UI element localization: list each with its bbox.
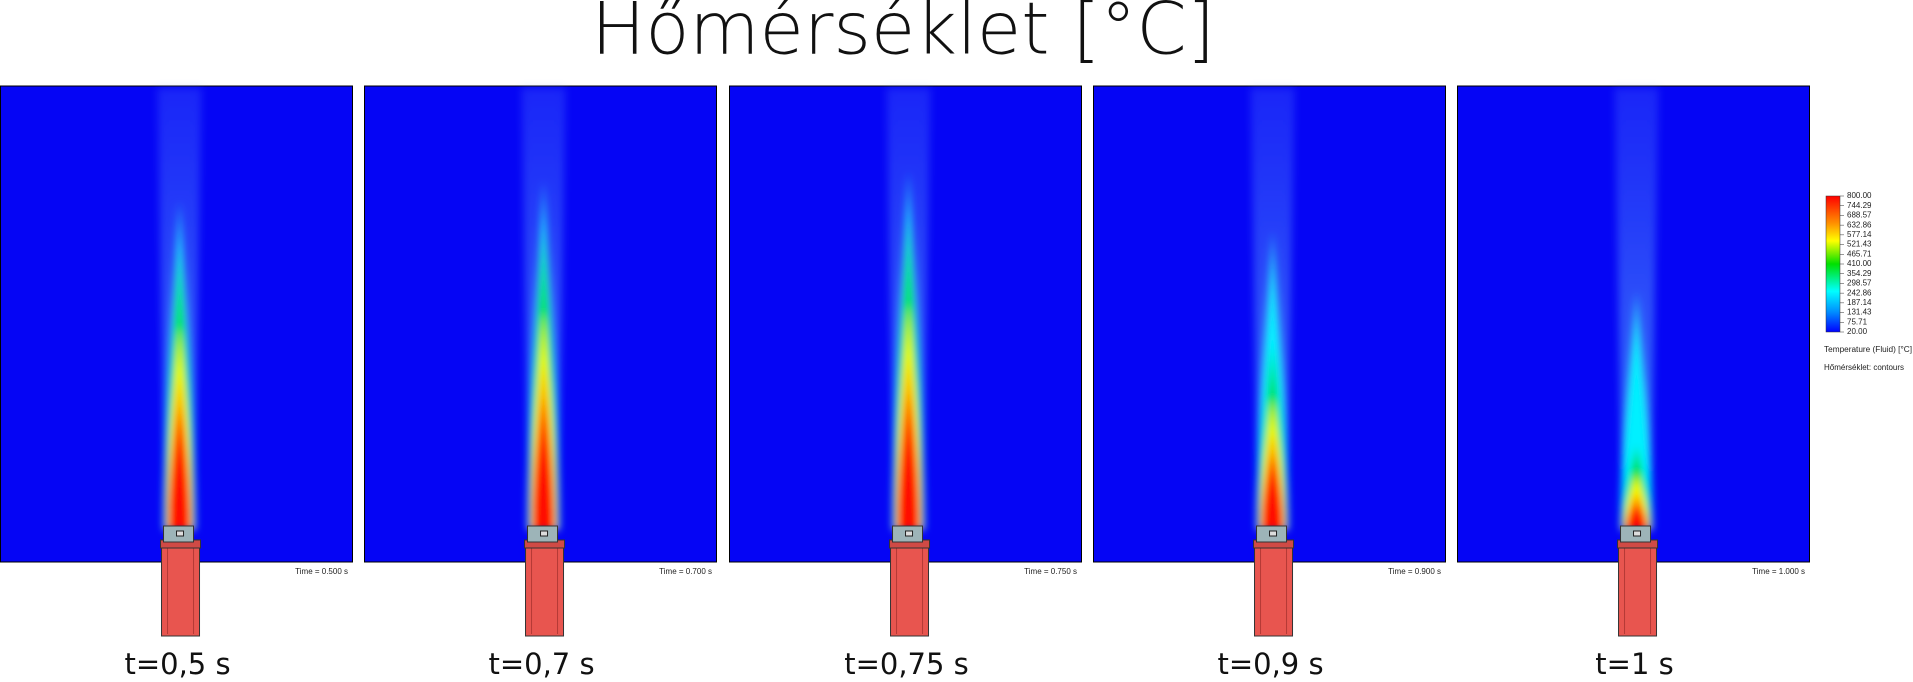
color-tick-label: 187.14 [1847,298,1872,307]
simulation-panel: Time = 0.750 s t=0,75 s [729,85,1082,681]
color-tick-label: 521.43 [1847,240,1872,249]
flame-cyan [1620,290,1653,530]
color-tick-label: 354.29 [1847,269,1872,278]
lighter-nozzle [176,530,185,537]
color-tick-label: 131.43 [1847,308,1872,317]
color-tick-label: 744.29 [1847,201,1872,210]
color-tick-label: 465.71 [1847,249,1872,258]
time-caption: t=0,75 s [844,647,969,681]
simulation-panel: Time = 0.900 s t=0,9 s [1093,85,1446,681]
simulation-panel: Time = 0.700 s t=0,7 s [364,85,717,681]
flame-red [532,395,555,530]
color-tick-label: 632.86 [1847,220,1872,229]
lighter-nozzle [905,530,914,537]
slide-title: Hőmérséklet [°C] [591,0,1215,71]
simulation-panel: Time = 0.500 s t=0,5 s [0,85,353,681]
time-label: Time = 1.000 s [1752,567,1805,576]
color-tick-label: 75.71 [1847,317,1868,326]
flame-red [1261,452,1284,530]
time-label: Time = 0.700 s [659,567,712,576]
flame [1614,88,1659,530]
lighter [1253,525,1295,637]
color-tick-label: 800.00 [1847,191,1872,200]
color-legend: 800.00744.29688.57632.86577.14521.43465.… [1824,191,1912,372]
color-tick-label: 242.86 [1847,288,1872,297]
lighter-nozzle [1633,530,1642,537]
lighter [524,525,566,637]
color-tick-label: 577.14 [1847,230,1872,239]
flame-red [897,390,920,530]
color-tick-label: 298.57 [1847,279,1872,288]
color-tick-label: 688.57 [1847,211,1872,220]
flame [521,88,566,530]
time-label: Time = 0.500 s [295,567,348,576]
simulation-panel: Time = 1.000 s t=1 s [1457,85,1810,681]
lighter [889,525,931,637]
lighter-nozzle [540,530,549,537]
flame [1250,88,1295,530]
time-label: Time = 0.750 s [1024,567,1077,576]
time-caption: t=0,5 s [124,647,230,681]
flame-red [168,405,191,530]
flame [886,88,931,530]
lighter-nozzle [1269,530,1278,537]
time-caption: t=0,7 s [488,647,594,681]
time-label: Time = 0.900 s [1388,567,1441,576]
color-tick-label: 20.00 [1847,327,1868,336]
legend-title: Temperature (Fluid) [°C] [1824,345,1912,354]
time-caption: t=0,9 s [1217,647,1323,681]
flame [157,88,202,530]
color-bar [1825,195,1841,333]
color-tick-label: 410.00 [1847,259,1872,268]
time-caption: t=1 s [1595,647,1673,681]
flame-red [1625,502,1648,530]
lighter [1617,525,1659,637]
lighter [160,525,202,637]
legend-subtitle: Hőmérséklet: contours [1824,363,1904,372]
